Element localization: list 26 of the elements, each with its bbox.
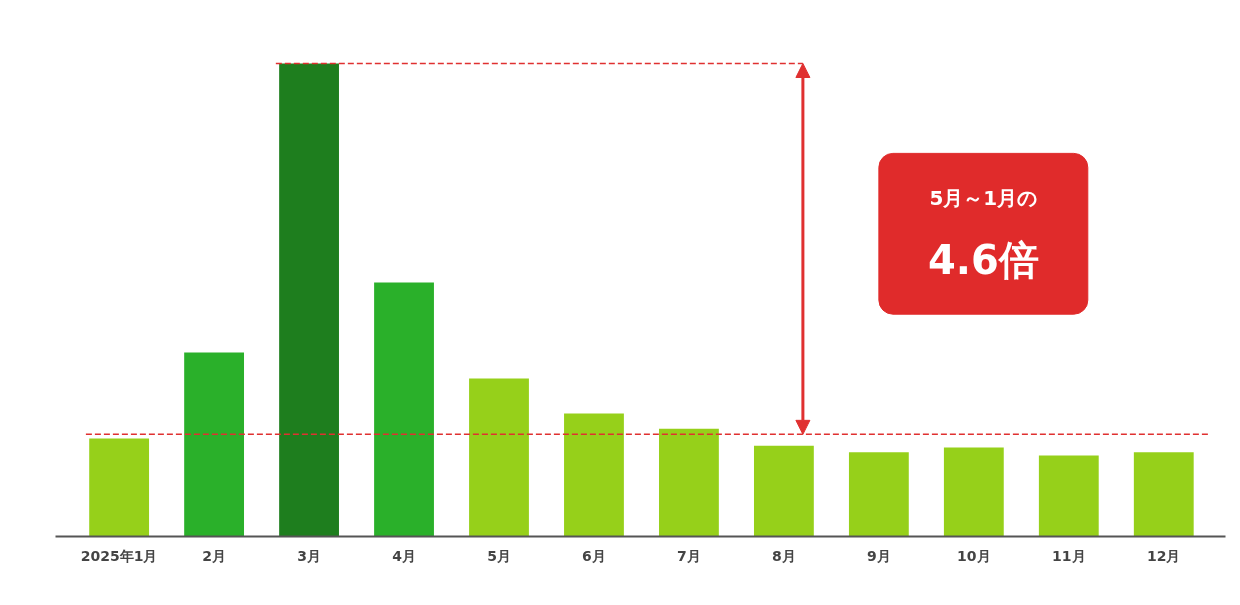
x-tick-label: 4月 (392, 547, 416, 564)
bar (469, 378, 529, 537)
bar (1133, 452, 1194, 537)
x-tick-label: 7月 (677, 547, 701, 564)
bar (753, 445, 814, 537)
bar (89, 438, 150, 537)
x-tick-label: 2月 (202, 547, 226, 564)
bar (943, 447, 1004, 537)
x-tick-label: 5月 (487, 547, 511, 564)
bar (374, 282, 434, 537)
x-tick-label: 10月 (957, 547, 991, 564)
bar (848, 452, 909, 537)
bar (279, 63, 339, 537)
bar (659, 428, 719, 537)
x-tick-label: 8月 (772, 547, 796, 564)
bar (184, 352, 245, 537)
x-tick-label: 12月 (1147, 547, 1181, 564)
annotation: 5月～1月の (929, 186, 1038, 211)
x-tick-label: 3月 (297, 547, 321, 564)
annotation: 4.6倍 (927, 236, 1039, 283)
x-tick-label: 11月 (1052, 547, 1086, 564)
x-tick-label: 2025年1月 (80, 547, 158, 564)
x-tick-label: 6月 (582, 547, 606, 564)
x-tick-label: 9月 (867, 547, 891, 564)
bar (1038, 455, 1099, 537)
bar (564, 413, 624, 537)
